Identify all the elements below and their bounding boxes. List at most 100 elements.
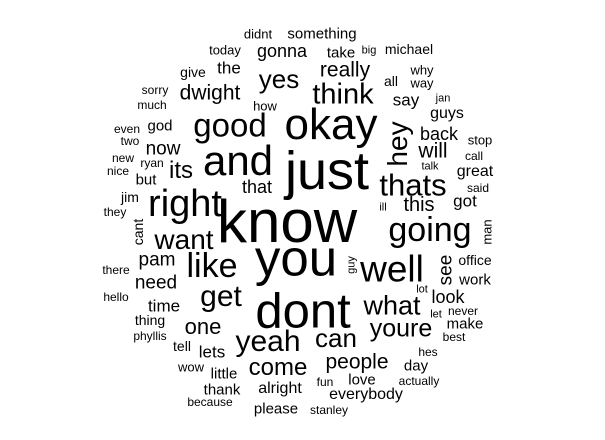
word-call: call [464,149,484,163]
word-people: people [325,350,389,374]
word-its: its [169,157,193,184]
word-thats: thats [379,167,447,203]
word-that: that [241,177,273,197]
word-say: say [392,90,420,110]
word-really: really [319,58,371,82]
word-big: big [361,44,377,57]
word-make: make [446,315,484,333]
word-got: got [453,191,477,211]
word-yeah: yeah [235,325,301,358]
word-there: there [102,263,130,277]
word-much: much [137,98,167,112]
word-thing: thing [134,312,166,328]
word-because: because [187,395,233,409]
word-dont: dont [255,284,351,339]
word-hello: hello [103,290,129,304]
word-love: love [348,371,376,389]
word-lot: lot [416,283,428,296]
word-even: even [113,122,141,136]
word-tell: tell [173,338,191,354]
word-know: know [216,188,358,255]
word-actually: actually [398,374,440,388]
word-phyllis: phyllis [133,329,167,343]
word-said: said [466,181,490,195]
word-god: god [147,117,173,135]
word-why: why [410,62,434,78]
word-something: something [287,25,357,43]
word-youre: youre [369,314,433,343]
word-hey: hey [382,121,413,167]
word-guys: guys [430,105,464,122]
word-let: let [430,308,442,321]
word-one: one [184,314,222,339]
word-you: you [254,229,338,287]
word-see: see [435,254,457,286]
word-stanley: stanley [309,403,349,417]
word-guy: guy [345,256,358,274]
word-just: just [284,141,370,201]
word-they: they [103,205,127,219]
word-jim: jim [121,189,139,205]
word-take: take [326,44,356,62]
word-well: well [360,248,424,290]
word-how: how [253,98,277,114]
word-michael: michael [384,41,434,57]
word-dwight: dwight [179,81,241,105]
word-going: going [388,211,472,249]
word-ryan: ryan [140,156,164,170]
word-hes: hes [418,345,438,359]
word-fun: fun [316,375,334,389]
word-come: come [248,354,308,381]
word-need: need [134,272,178,294]
word-please: please [253,400,299,418]
word-can: can [315,323,357,353]
word-and: and [202,137,274,184]
word-back: back [419,124,459,144]
word-today: today [209,42,241,58]
word-will: will [418,139,448,163]
word-jan: jan [435,92,451,105]
word-ill: ill [379,201,387,214]
word-cant: cant [130,218,146,246]
word-give: give [180,64,206,80]
word-talk: talk [421,160,439,173]
word-wow: wow [177,359,205,375]
word-this: this [403,194,435,216]
word-like: like [186,247,238,285]
word-yes: yes [258,64,300,94]
word-way: way [410,75,434,91]
word-alright: alright [258,380,302,397]
word-what: what [363,290,421,321]
word-great: great [456,163,494,180]
word-okay: okay [284,100,378,149]
word-stop: stop [467,132,493,148]
word-good: good [193,106,267,144]
word-best: best [442,330,466,344]
word-didnt: didnt [243,26,273,42]
word-all: all [383,73,399,89]
word-thank: thank [203,381,241,399]
word-two: two [120,134,140,148]
word-man: man [479,219,495,245]
word-pam: pam [138,249,176,271]
word-now: now [145,138,181,160]
word-never: never [447,304,479,318]
word-the: the [217,58,241,78]
word-work: work [459,271,491,289]
word-but: but [135,171,157,189]
word-get: get [200,280,242,313]
word-nice: nice [106,164,130,178]
word-want: want [154,224,214,255]
word-office: office [458,252,492,268]
word-lets: lets [198,342,226,362]
word-think: think [312,78,374,111]
word-new: new [111,151,135,165]
word-gonna: gonna [256,41,308,61]
word-time: time [147,296,181,316]
word-look: look [431,287,465,307]
word-little: little [210,365,238,383]
word-everybody: everybody [329,386,403,403]
word-right: right [148,183,222,225]
word-sorry: sorry [141,83,169,97]
